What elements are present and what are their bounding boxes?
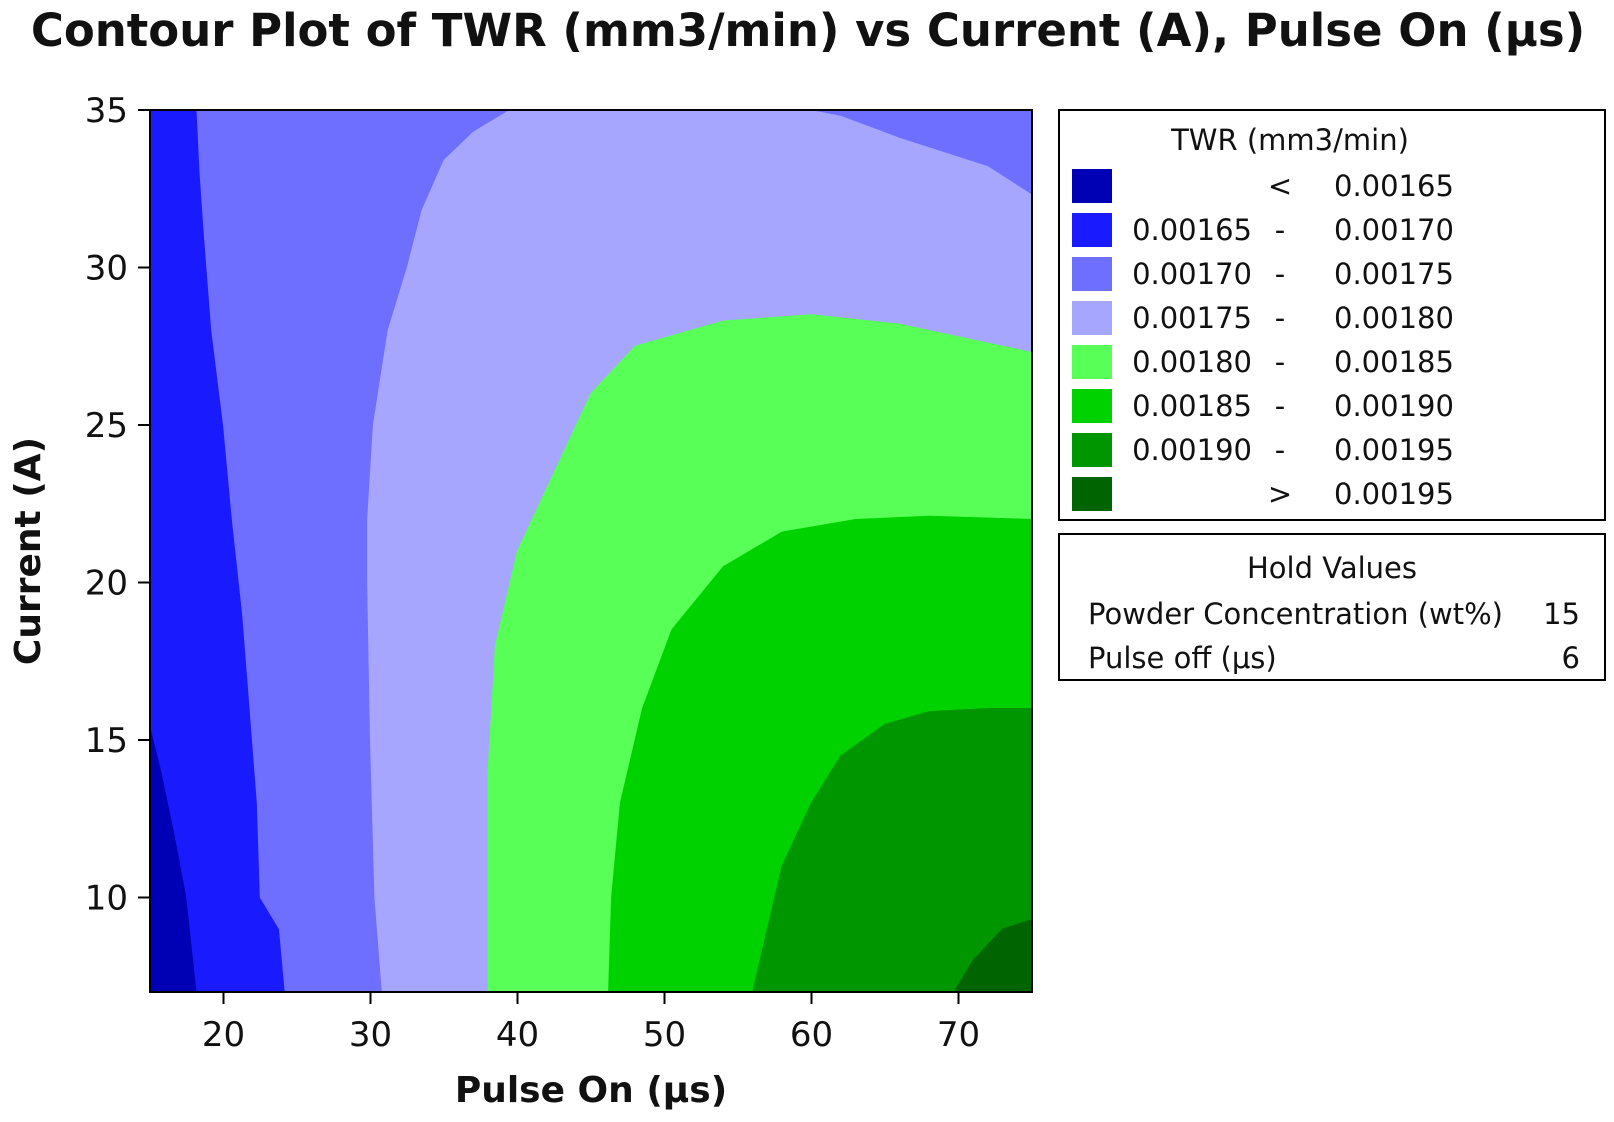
legend-swatch (1072, 301, 1112, 335)
legend-swatch (1072, 433, 1112, 467)
x-axis: 20 30 40 50 60 70 (202, 992, 980, 1055)
legend-low-value: 0.00175 (1132, 301, 1252, 335)
legend-separator: - (1275, 301, 1285, 335)
legend-low-value: 0.00190 (1132, 433, 1252, 467)
x-tick-label: 70 (937, 1015, 980, 1055)
legend-swatch (1072, 345, 1112, 379)
legend-swatch (1072, 213, 1112, 247)
hold-values-rows: Powder Concentration (wt%) 15 Pulse off (μ… (1088, 597, 1580, 675)
hold-value-label: Pulse off (μs) (1088, 641, 1277, 675)
y-axis: 10 15 20 25 30 35 (85, 91, 150, 919)
legend-high-value: 0.00180 (1334, 301, 1454, 335)
legend-swatch (1072, 257, 1112, 291)
hold-value-number: 6 (1562, 641, 1580, 675)
y-axis-title: Current (A) (8, 437, 49, 665)
y-tick-label: 20 (85, 564, 128, 604)
legend-title: TWR (mm3/min) (1170, 123, 1409, 157)
contour-regions (149, 109, 1033, 993)
legend-separator: - (1275, 433, 1285, 467)
hold-values: Hold Values Powder Concentration (wt%) 15… (1058, 533, 1606, 681)
y-tick-label: 30 (85, 249, 128, 289)
legend-high-value: 0.00190 (1334, 389, 1454, 423)
y-tick-label: 15 (85, 721, 128, 761)
x-tick-label: 20 (202, 1015, 245, 1055)
y-tick-label: 25 (85, 406, 128, 446)
legend-high-value: 0.00165 (1334, 169, 1454, 203)
plot-frame (149, 109, 1033, 993)
legend-low-value: 0.00170 (1132, 257, 1252, 291)
legend-separator: - (1275, 389, 1285, 423)
legend-items: <0.001650.00165-0.001700.00170-0.001750.… (1072, 169, 1454, 511)
legend-high-value: 0.00185 (1334, 345, 1454, 379)
legend-swatch (1072, 389, 1112, 423)
legend-separator: - (1275, 345, 1285, 379)
y-tick-label: 35 (85, 91, 128, 131)
legend-high-value: 0.00175 (1334, 257, 1454, 291)
x-tick-label: 40 (496, 1015, 539, 1055)
x-tick-label: 50 (643, 1015, 686, 1055)
legend-separator: > (1268, 477, 1292, 511)
hold-value-label: Powder Concentration (wt%) (1088, 597, 1503, 631)
legend: TWR (mm3/min) <0.001650.00165-0.001700.0… (1058, 109, 1606, 521)
y-tick-label: 10 (85, 879, 128, 919)
legend-swatch (1072, 169, 1112, 203)
x-tick-label: 30 (349, 1015, 392, 1055)
chart-title: Contour Plot of TWR (mm3/min) vs Current… (31, 4, 1585, 57)
legend-high-value: 0.00170 (1334, 213, 1454, 247)
legend-low-value: 0.00180 (1132, 345, 1252, 379)
x-axis-title: Pulse On (μs) (455, 1070, 727, 1111)
legend-low-value: 0.00185 (1132, 389, 1252, 423)
legend-separator: < (1268, 169, 1292, 203)
legend-swatch (1072, 477, 1112, 511)
hold-values-box (1058, 533, 1606, 681)
legend-high-value: 0.00195 (1334, 477, 1454, 511)
legend-separator: - (1275, 213, 1285, 247)
hold-value-number: 15 (1543, 597, 1580, 631)
legend-box (1058, 109, 1606, 521)
legend-high-value: 0.00195 (1334, 433, 1454, 467)
legend-low-value: 0.00165 (1132, 213, 1252, 247)
x-tick-label: 60 (790, 1015, 833, 1055)
hold-values-title: Hold Values (1247, 551, 1417, 585)
legend-separator: - (1275, 257, 1285, 291)
